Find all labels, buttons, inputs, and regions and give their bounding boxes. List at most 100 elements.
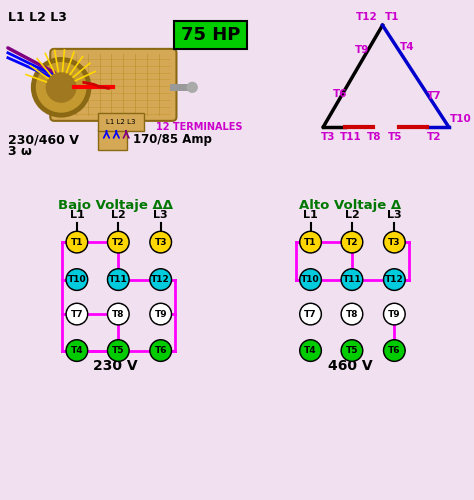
Circle shape (67, 341, 86, 360)
Text: L1: L1 (70, 210, 84, 220)
Circle shape (109, 270, 128, 289)
Circle shape (343, 270, 361, 289)
Text: T6: T6 (155, 346, 167, 355)
Circle shape (151, 232, 170, 252)
Text: T12: T12 (151, 275, 170, 284)
Circle shape (300, 268, 321, 290)
Text: T11: T11 (109, 275, 128, 284)
Text: T6: T6 (388, 346, 401, 355)
Text: T2: T2 (427, 132, 441, 141)
Circle shape (341, 268, 363, 290)
Text: T1: T1 (384, 12, 399, 22)
Text: T10: T10 (449, 114, 471, 124)
Text: 230 V: 230 V (93, 360, 137, 374)
Text: T7: T7 (427, 91, 441, 101)
Text: T5: T5 (387, 132, 402, 141)
Text: T11: T11 (340, 132, 362, 141)
Text: 75 HP: 75 HP (181, 26, 241, 44)
Text: T3: T3 (388, 238, 401, 246)
Text: L2: L2 (111, 210, 126, 220)
Text: L3: L3 (154, 210, 168, 220)
Text: 460 V: 460 V (328, 360, 372, 374)
Circle shape (67, 304, 86, 324)
Text: T5: T5 (346, 346, 358, 355)
Circle shape (108, 303, 129, 325)
Circle shape (109, 304, 128, 324)
Circle shape (301, 341, 320, 360)
Text: T9: T9 (355, 45, 369, 55)
Circle shape (383, 268, 405, 290)
Circle shape (301, 232, 320, 252)
Circle shape (150, 303, 172, 325)
Text: T10: T10 (301, 275, 320, 284)
Circle shape (109, 232, 128, 252)
Text: Bajo Voltaje ΔΔ: Bajo Voltaje ΔΔ (58, 199, 173, 212)
Circle shape (341, 340, 363, 361)
Circle shape (32, 58, 91, 117)
FancyBboxPatch shape (174, 22, 247, 49)
Text: 170/85 Amp: 170/85 Amp (133, 133, 212, 146)
Circle shape (343, 304, 361, 324)
Text: Alto Voltaje Δ: Alto Voltaje Δ (299, 199, 401, 212)
Text: T9: T9 (155, 310, 167, 318)
Text: T3: T3 (155, 238, 167, 246)
Text: T2: T2 (112, 238, 125, 246)
Text: T4: T4 (400, 42, 415, 52)
Circle shape (343, 232, 361, 252)
FancyBboxPatch shape (50, 49, 176, 121)
Circle shape (383, 340, 405, 361)
Circle shape (151, 270, 170, 289)
Circle shape (301, 270, 320, 289)
Text: L1 L2 L3: L1 L2 L3 (106, 119, 135, 125)
Text: L1 L2 L3: L1 L2 L3 (8, 12, 67, 24)
Circle shape (301, 304, 320, 324)
Text: L1: L1 (303, 210, 318, 220)
Text: T12: T12 (385, 275, 404, 284)
Text: L2: L2 (345, 210, 359, 220)
Circle shape (343, 341, 361, 360)
Text: T8: T8 (112, 310, 125, 318)
Text: T6: T6 (333, 89, 348, 99)
Circle shape (385, 232, 404, 252)
Text: T9: T9 (388, 310, 401, 318)
Circle shape (341, 303, 363, 325)
Text: T1: T1 (304, 238, 317, 246)
Text: 3 ω: 3 ω (8, 146, 32, 158)
Text: T10: T10 (68, 275, 86, 284)
Text: 230/460 V: 230/460 V (8, 134, 79, 146)
Circle shape (385, 270, 404, 289)
Circle shape (108, 268, 129, 290)
Text: L3: L3 (387, 210, 401, 220)
Circle shape (67, 232, 86, 252)
Circle shape (150, 232, 172, 253)
Text: T8: T8 (346, 310, 358, 318)
Text: T12: T12 (356, 12, 378, 22)
Text: T11: T11 (343, 275, 361, 284)
Circle shape (151, 341, 170, 360)
Circle shape (150, 340, 172, 361)
Circle shape (109, 341, 128, 360)
Text: T5: T5 (112, 346, 125, 355)
Circle shape (36, 62, 86, 112)
Text: T2: T2 (346, 238, 358, 246)
Text: T1: T1 (71, 238, 83, 246)
Circle shape (66, 303, 88, 325)
Circle shape (66, 340, 88, 361)
Circle shape (46, 72, 76, 102)
FancyBboxPatch shape (98, 113, 144, 130)
Text: T7: T7 (304, 310, 317, 318)
Text: T4: T4 (304, 346, 317, 355)
Text: T3: T3 (320, 132, 335, 141)
Text: T4: T4 (71, 346, 83, 355)
Circle shape (66, 232, 88, 253)
FancyBboxPatch shape (98, 128, 127, 150)
Circle shape (151, 304, 170, 324)
Circle shape (300, 340, 321, 361)
Text: T8: T8 (367, 132, 381, 141)
Circle shape (385, 341, 404, 360)
Circle shape (187, 82, 197, 92)
Text: 12 TERMINALES: 12 TERMINALES (156, 122, 242, 132)
Circle shape (108, 340, 129, 361)
Circle shape (150, 268, 172, 290)
Circle shape (300, 303, 321, 325)
